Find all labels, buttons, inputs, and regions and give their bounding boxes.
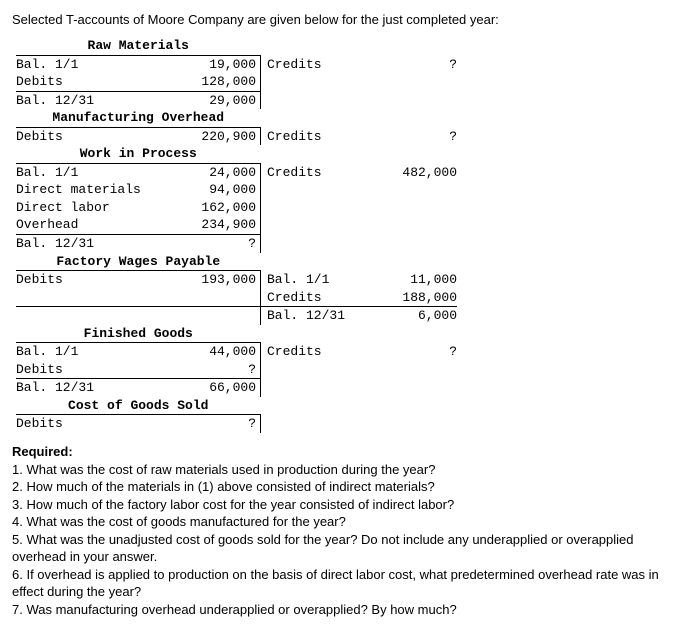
required-item: 5. What was the unadjusted cost of goods… [12,531,688,566]
row-left-value: ? [166,415,261,433]
row-left-label: Direct labor [16,199,166,217]
required-item: 4. What was the cost of goods manufactur… [12,513,688,531]
row-right-value [367,415,457,433]
account-header: Raw Materials [16,37,261,55]
row-right-value: 11,000 [367,271,457,289]
row-right-value [367,361,457,379]
row-right-value [367,379,457,397]
account-header: Factory Wages Payable [16,253,261,271]
row-left-label: Debits [16,415,166,433]
row-left-label: Debits [16,127,166,145]
row-left-value: 128,000 [166,73,261,91]
row-right-label [261,181,368,199]
row-right-label [261,216,368,234]
row-right-value [367,73,457,91]
row-right-value [367,181,457,199]
row-right-label [261,73,368,91]
row-left-value [166,307,261,325]
account-header: Finished Goods [16,325,261,343]
row-left-value: ? [166,361,261,379]
row-right-label: Credits [261,289,368,307]
required-item: 1. What was the cost of raw materials us… [12,461,688,479]
row-right-value [367,216,457,234]
row-left-label: Debits [16,361,166,379]
row-right-label [261,415,368,433]
required-item: 7. Was manufacturing overhead underappli… [12,601,688,619]
row-right-label: Credits [261,163,368,181]
row-right-label [261,91,368,109]
row-left-label: Bal. 1/1 [16,343,166,361]
page-title: Selected T-accounts of Moore Company are… [12,12,688,27]
row-right-value [367,199,457,217]
row-right-value: 6,000 [367,307,457,325]
row-left-value [166,289,261,307]
row-right-value: 482,000 [367,163,457,181]
row-left-label: Direct materials [16,181,166,199]
row-left-label: Bal. 1/1 [16,55,166,73]
row-right-label: Credits [261,127,368,145]
required-label: Required: [12,443,688,461]
row-left-value: 220,900 [166,127,261,145]
row-right-label: Bal. 12/31 [261,307,368,325]
row-left-value: 66,000 [166,379,261,397]
row-right-label [261,379,368,397]
t-accounts-table: Raw MaterialsBal. 1/119,000Credits?Debit… [16,37,457,433]
row-left-value: 193,000 [166,271,261,289]
row-left-label: Overhead [16,216,166,234]
row-right-value [367,91,457,109]
row-right-value: ? [367,343,457,361]
row-left-value: 24,000 [166,163,261,181]
row-left-label: Bal. 12/31 [16,91,166,109]
row-left-value: 234,900 [166,216,261,234]
row-left-label: Debits [16,271,166,289]
row-right-value: ? [367,55,457,73]
row-left-value: 162,000 [166,199,261,217]
row-left-value: 44,000 [166,343,261,361]
row-left-label: Bal. 12/31 [16,235,166,253]
account-header: Work in Process [16,145,261,163]
row-right-label [261,199,368,217]
row-right-label [261,235,368,253]
required-section: Required: 1. What was the cost of raw ma… [12,443,688,618]
required-item: 3. How much of the factory labor cost fo… [12,496,688,514]
row-right-label [261,361,368,379]
row-right-label: Credits [261,55,368,73]
row-right-value: 188,000 [367,289,457,307]
row-left-label: Debits [16,73,166,91]
row-right-value [367,235,457,253]
row-right-label: Credits [261,343,368,361]
row-left-label [16,307,166,325]
row-left-label [16,289,166,307]
account-header: Cost of Goods Sold [16,397,261,415]
row-left-label: Bal. 12/31 [16,379,166,397]
row-right-label: Bal. 1/1 [261,271,368,289]
required-item: 2. How much of the materials in (1) abov… [12,478,688,496]
row-left-value: 94,000 [166,181,261,199]
row-left-label: Bal. 1/1 [16,163,166,181]
row-left-value: 29,000 [166,91,261,109]
required-item: 6. If overhead is applied to production … [12,566,688,601]
account-header: Manufacturing Overhead [16,109,261,127]
row-left-value: 19,000 [166,55,261,73]
row-left-value: ? [166,235,261,253]
row-right-value: ? [367,127,457,145]
